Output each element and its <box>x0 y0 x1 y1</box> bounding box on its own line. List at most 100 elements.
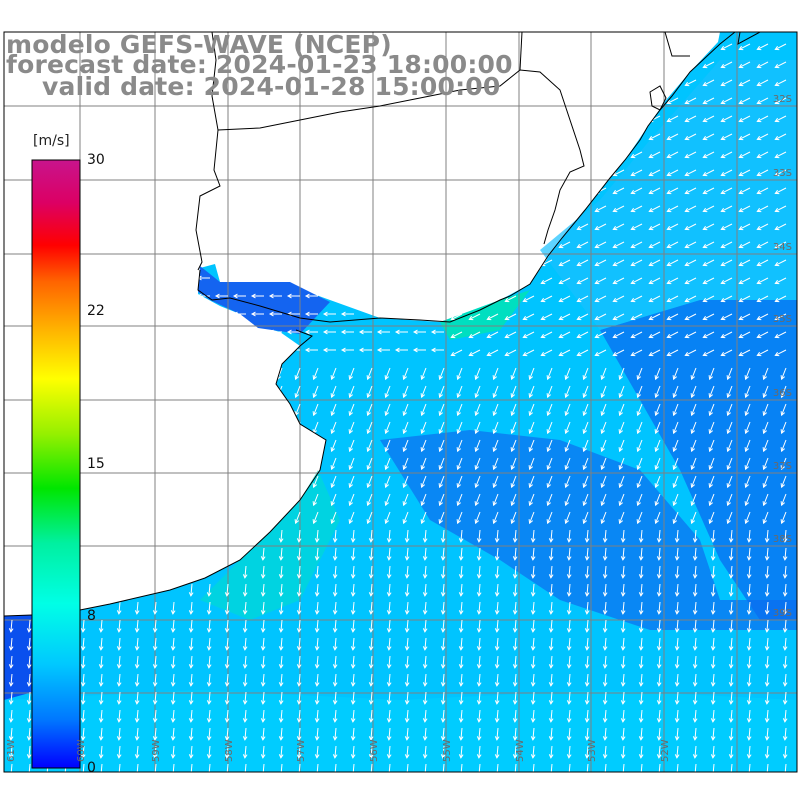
wind-arrow-head <box>170 718 176 723</box>
wind-arrow-head <box>8 682 14 687</box>
wind-arrow-head <box>312 411 318 417</box>
wind-arrow <box>721 115 733 122</box>
wind-arrow-head <box>584 718 590 723</box>
wind-arrow <box>784 565 787 578</box>
wind-arrow-head <box>584 592 590 597</box>
wind-arrow <box>523 295 535 302</box>
wind-arrow <box>280 583 283 596</box>
wind-arrow <box>712 709 715 722</box>
wind-arrow-head <box>188 682 194 687</box>
wind-arrow <box>334 529 337 542</box>
wind-arrow-head <box>720 315 726 321</box>
wind-arrow-head <box>134 754 140 759</box>
wind-arrow <box>766 763 769 772</box>
wind-arrow <box>676 763 679 772</box>
wind-arrow <box>703 241 715 248</box>
wind-arrow <box>295 403 301 416</box>
wind-arrow <box>775 223 787 230</box>
wind-arrow-head <box>774 153 780 159</box>
wind-arrow <box>673 439 679 452</box>
wind-arrow-head <box>350 736 356 741</box>
wind-arrow-head <box>708 375 714 381</box>
wind-arrow-head <box>710 682 716 687</box>
wind-arrow-head <box>549 772 553 776</box>
wind-arrow <box>136 763 139 772</box>
wind-arrow <box>739 259 751 266</box>
wind-arrow <box>460 691 463 704</box>
wind-arrow-head <box>690 519 696 525</box>
wind-arrow <box>595 295 607 302</box>
wind-arrow <box>388 637 391 650</box>
wind-arrow-head <box>756 261 762 267</box>
wind-arrow-head <box>630 261 636 267</box>
wind-arrow-head <box>690 393 696 399</box>
wind-arrow-head <box>420 519 426 525</box>
wind-arrow <box>694 619 697 632</box>
wind-arrow <box>568 565 571 578</box>
wind-arrow <box>622 601 625 614</box>
wind-arrow <box>316 709 319 722</box>
wind-arrow <box>601 493 607 506</box>
wind-arrow-head <box>566 538 572 543</box>
wind-arrow <box>460 763 463 772</box>
wind-arrow <box>613 259 625 266</box>
wind-arrow-head <box>366 411 372 417</box>
wind-arrow-head <box>368 718 374 723</box>
wind-arrow-head <box>728 628 734 633</box>
wind-arrow <box>493 439 499 452</box>
wind-arrow-head <box>726 465 732 471</box>
wind-arrow-head <box>206 736 212 741</box>
wind-arrow-head <box>510 411 516 417</box>
wind-arrow <box>739 331 751 338</box>
wind-arrow-head <box>692 628 698 633</box>
wind-arrow <box>703 61 715 68</box>
wind-arrow <box>667 259 679 266</box>
wind-arrow-head <box>224 682 230 687</box>
latitude-label: 34S <box>773 242 792 253</box>
wind-arrow-head <box>656 574 662 579</box>
wind-arrow-head <box>720 63 726 69</box>
wind-arrow-head <box>726 393 732 399</box>
wind-arrow-head <box>170 646 176 651</box>
wind-arrow-head <box>618 447 624 453</box>
wind-arrow-head <box>746 700 752 705</box>
wind-arrow <box>604 727 607 740</box>
wind-arrow-head <box>170 628 176 633</box>
wind-arrow-head <box>492 447 498 453</box>
wind-arrow-head <box>260 628 266 633</box>
wind-arrow <box>298 691 301 704</box>
wind-arrow <box>730 565 733 578</box>
wind-arrow <box>775 205 787 212</box>
wind-arrow-head <box>630 279 636 285</box>
wind-arrow <box>586 691 589 704</box>
wind-arrow <box>190 637 193 650</box>
wind-arrow-head <box>474 501 480 507</box>
wind-arrow-head <box>510 465 516 471</box>
wind-arrow-head <box>450 351 456 357</box>
wind-arrow <box>262 727 265 740</box>
wind-arrow <box>694 709 697 722</box>
wind-arrow-head <box>368 556 374 561</box>
wind-arrow <box>82 619 85 632</box>
wind-arrow <box>226 601 229 614</box>
wind-arrow-head <box>636 447 642 453</box>
wind-arrow-head <box>350 610 356 615</box>
wind-arrow-head <box>684 207 690 213</box>
wind-arrow-head <box>348 429 354 435</box>
wind-arrow-head <box>612 189 618 195</box>
wind-arrow-head <box>404 718 410 723</box>
wind-arrow <box>685 313 697 320</box>
wind-arrow <box>190 655 193 668</box>
wind-arrow <box>721 61 733 68</box>
wind-arrow <box>640 637 643 650</box>
wind-arrow-head <box>558 333 564 339</box>
wind-arrow-head <box>630 171 636 177</box>
wind-arrow-head <box>576 261 582 267</box>
wind-arrow <box>424 655 427 668</box>
wind-arrow <box>658 565 661 578</box>
wind-arrow-head <box>188 628 194 633</box>
wind-arrow <box>676 619 679 632</box>
wind-arrow-head <box>8 664 14 669</box>
wind-arrow <box>745 367 751 380</box>
wind-arrow-head <box>404 664 410 669</box>
